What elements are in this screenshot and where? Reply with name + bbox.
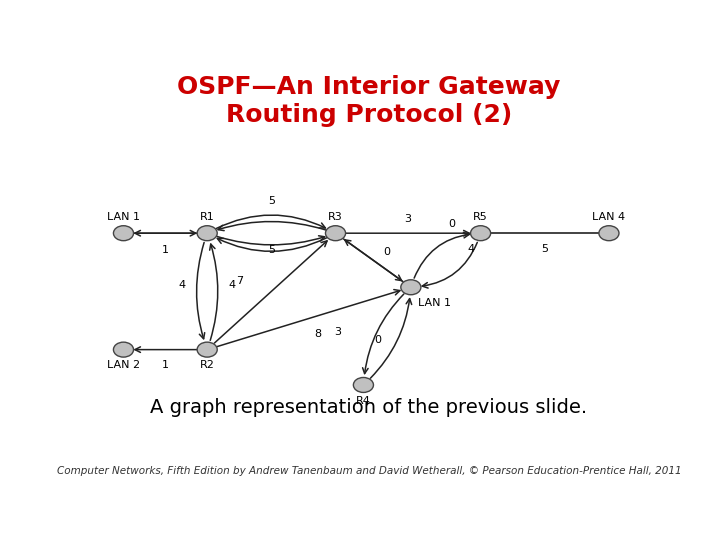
Text: 0: 0: [383, 247, 390, 257]
Text: R4: R4: [356, 396, 371, 406]
Circle shape: [471, 226, 490, 241]
Circle shape: [114, 226, 133, 241]
Text: R1: R1: [200, 212, 215, 222]
Circle shape: [197, 226, 217, 241]
Text: R3: R3: [328, 212, 343, 222]
Text: 3: 3: [405, 214, 412, 224]
Text: 5: 5: [268, 245, 275, 255]
Text: R5: R5: [473, 212, 488, 222]
Text: 0: 0: [374, 335, 382, 345]
Text: LAN 1: LAN 1: [107, 212, 140, 222]
Circle shape: [325, 226, 346, 241]
Text: 5: 5: [541, 244, 548, 254]
Text: 7: 7: [236, 276, 243, 286]
Circle shape: [197, 342, 217, 357]
Text: Computer Networks, Fifth Edition by Andrew Tanenbaum and David Wetherall, © Pear: Computer Networks, Fifth Edition by Andr…: [57, 465, 681, 476]
Text: 5: 5: [268, 196, 275, 206]
Text: 4: 4: [179, 280, 186, 290]
Text: A graph representation of the previous slide.: A graph representation of the previous s…: [150, 399, 588, 417]
Text: 1: 1: [162, 245, 168, 255]
Circle shape: [401, 280, 421, 295]
Text: R2: R2: [199, 360, 215, 370]
Text: LAN 1: LAN 1: [418, 298, 451, 308]
Text: LAN 4: LAN 4: [593, 212, 626, 222]
Text: 4: 4: [468, 244, 475, 254]
Circle shape: [354, 377, 374, 393]
Circle shape: [599, 226, 619, 241]
Circle shape: [114, 342, 133, 357]
Text: 1: 1: [162, 360, 168, 370]
Text: LAN 2: LAN 2: [107, 360, 140, 370]
Text: OSPF—An Interior Gateway
Routing Protocol (2): OSPF—An Interior Gateway Routing Protoco…: [177, 75, 561, 127]
Text: 8: 8: [315, 329, 322, 339]
Text: 4: 4: [228, 280, 235, 290]
Text: 3: 3: [334, 327, 341, 337]
Text: 0: 0: [448, 219, 455, 229]
